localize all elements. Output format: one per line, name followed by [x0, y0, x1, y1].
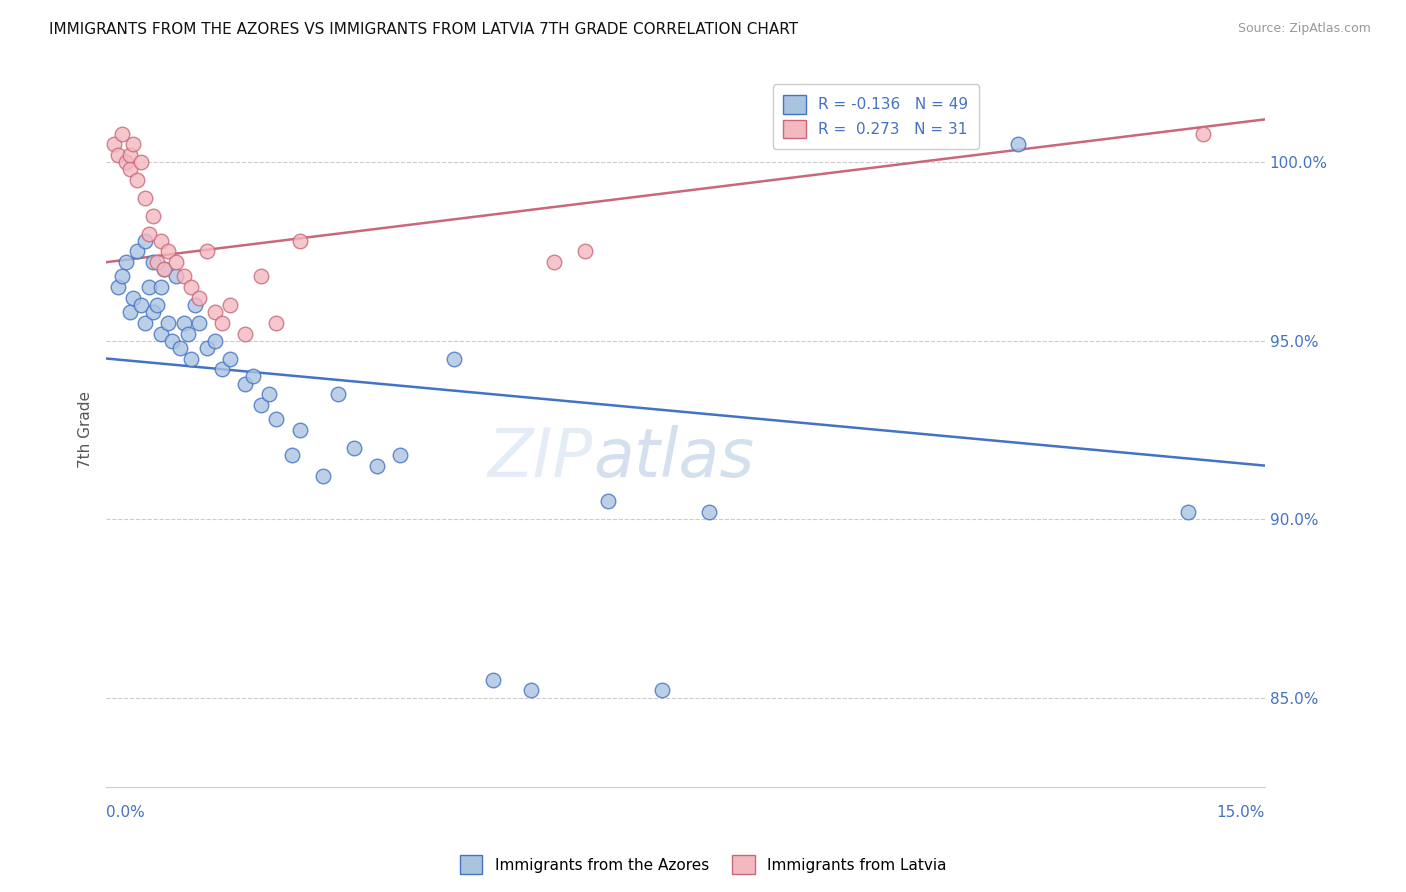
Point [195, 341, 218, 355]
Point [118, 305, 141, 319]
Point [184, 298, 207, 312]
Point [176, 326, 198, 341]
Point [188, 291, 211, 305]
Point [127, 244, 149, 259]
Point [180, 351, 202, 366]
Point [129, 155, 152, 169]
Legend: R = -0.136   N = 49, R =  0.273   N = 31: R = -0.136 N = 49, R = 0.273 N = 31 [772, 84, 979, 149]
Point [169, 341, 191, 355]
Point [366, 458, 388, 473]
Point [134, 316, 156, 330]
Point [204, 305, 226, 319]
Point [149, 326, 172, 341]
Point [211, 362, 233, 376]
Point [598, 494, 620, 508]
Point [153, 262, 176, 277]
Point [165, 255, 187, 269]
Point [188, 316, 211, 330]
Point [111, 127, 134, 141]
Point [142, 209, 165, 223]
Point [1007, 137, 1029, 152]
Point [145, 255, 167, 269]
Point [107, 148, 129, 162]
Text: Source: ZipAtlas.com: Source: ZipAtlas.com [1237, 22, 1371, 36]
Point [574, 244, 596, 259]
Point [651, 683, 673, 698]
Point [388, 448, 411, 462]
Text: 15.0%: 15.0% [1216, 805, 1265, 820]
Point [235, 376, 257, 391]
Point [697, 505, 720, 519]
Point [257, 387, 280, 401]
Point [111, 269, 134, 284]
Text: ZIP: ZIP [488, 425, 593, 491]
Point [543, 255, 565, 269]
Legend: Immigrants from the Azores, Immigrants from Latvia: Immigrants from the Azores, Immigrants f… [453, 849, 953, 880]
Point [122, 137, 145, 152]
Point [195, 244, 218, 259]
Point [103, 137, 125, 152]
Point [114, 255, 136, 269]
Point [1192, 127, 1215, 141]
Point [122, 291, 145, 305]
Point [160, 334, 183, 348]
Point [114, 155, 136, 169]
Point [250, 269, 273, 284]
Point [173, 316, 195, 330]
Point [1177, 505, 1199, 519]
Point [219, 298, 242, 312]
Point [312, 469, 335, 483]
Point [328, 387, 350, 401]
Point [235, 326, 257, 341]
Point [153, 262, 176, 277]
Point [342, 441, 364, 455]
Point [149, 234, 172, 248]
Point [142, 255, 165, 269]
Point [138, 227, 160, 241]
Point [266, 412, 288, 426]
Point [129, 298, 152, 312]
Text: atlas: atlas [593, 425, 754, 491]
Point [138, 280, 160, 294]
Point [242, 369, 264, 384]
Point [173, 269, 195, 284]
Point [107, 280, 129, 294]
Point [288, 234, 311, 248]
Point [157, 244, 180, 259]
Point [180, 280, 202, 294]
Point [145, 298, 167, 312]
Point [288, 423, 311, 437]
Point [266, 316, 288, 330]
Text: 0.0%: 0.0% [107, 805, 145, 820]
Point [142, 305, 165, 319]
Point [157, 316, 180, 330]
Point [134, 234, 156, 248]
Point [165, 269, 187, 284]
Point [204, 334, 226, 348]
Text: IMMIGRANTS FROM THE AZORES VS IMMIGRANTS FROM LATVIA 7TH GRADE CORRELATION CHART: IMMIGRANTS FROM THE AZORES VS IMMIGRANTS… [49, 22, 799, 37]
Point [520, 683, 543, 698]
Y-axis label: 7th Grade: 7th Grade [79, 392, 93, 468]
Point [250, 398, 273, 412]
Point [134, 191, 156, 205]
Point [443, 351, 465, 366]
Point [219, 351, 242, 366]
Point [281, 448, 304, 462]
Point [481, 673, 503, 687]
Point [118, 148, 141, 162]
Point [211, 316, 233, 330]
Point [149, 280, 172, 294]
Point [127, 173, 149, 187]
Point [118, 162, 141, 177]
